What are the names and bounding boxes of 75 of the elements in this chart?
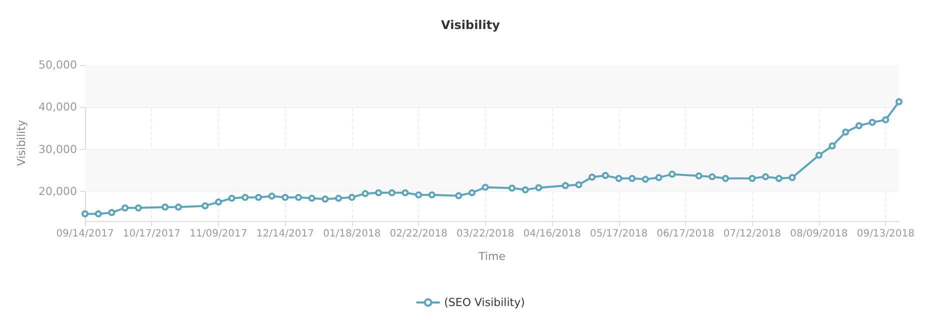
point <box>282 194 289 201</box>
x-tick-label: 05/17/2018 <box>590 228 648 240</box>
y-axis-title: Visibility <box>15 119 28 166</box>
point <box>882 116 890 124</box>
x-tick-label: 09/14/2017 <box>56 228 114 240</box>
point <box>308 194 316 202</box>
point <box>668 170 676 178</box>
x-tick-label: 08/09/2018 <box>790 228 848 240</box>
x-axis-title: Time <box>478 250 506 263</box>
point <box>522 186 529 194</box>
y-tick-label: 20,000 <box>38 184 77 198</box>
y-tick-label: 30,000 <box>38 142 77 156</box>
point <box>602 172 609 179</box>
point <box>655 174 662 182</box>
point <box>482 184 489 191</box>
point <box>242 194 249 201</box>
point <box>615 174 622 182</box>
point <box>122 204 129 212</box>
point <box>322 196 329 203</box>
point <box>842 128 850 136</box>
x-tick-label: 04/16/2018 <box>523 228 581 240</box>
point <box>708 173 716 180</box>
point <box>455 192 462 200</box>
point <box>402 189 409 196</box>
point <box>775 174 782 182</box>
point <box>588 174 596 181</box>
point <box>828 142 836 150</box>
point <box>162 204 169 211</box>
point <box>348 194 356 201</box>
point <box>214 198 222 206</box>
point <box>94 210 102 218</box>
x-tick-label: 11/09/2017 <box>190 228 248 240</box>
point <box>428 191 436 198</box>
y-tick-label: 50,000 <box>38 58 77 72</box>
point <box>762 173 770 180</box>
x-tick-label: 06/17/2018 <box>656 228 714 240</box>
x-tick-label: 03/22/2018 <box>456 228 514 240</box>
point <box>468 189 476 196</box>
point <box>375 189 382 196</box>
point <box>268 192 276 200</box>
point <box>722 174 730 182</box>
point <box>134 204 142 212</box>
point <box>642 176 649 183</box>
point <box>508 184 516 192</box>
x-tick-label: 01/18/2018 <box>323 228 381 240</box>
point <box>628 174 636 182</box>
legend-label: (SEO Visibility) <box>444 296 525 309</box>
point <box>362 190 369 198</box>
point <box>815 152 822 159</box>
point <box>108 209 116 216</box>
point <box>575 181 582 188</box>
point <box>415 191 422 198</box>
point <box>748 174 756 182</box>
point <box>695 172 702 180</box>
point <box>896 98 902 106</box>
point <box>535 184 542 192</box>
x-tick-label: 12/14/2017 <box>256 228 314 240</box>
x-tick-label: 10/17/2017 <box>122 228 181 240</box>
point <box>228 194 236 202</box>
point <box>868 118 876 126</box>
point <box>82 210 88 218</box>
point <box>295 194 302 201</box>
point <box>174 204 182 211</box>
point <box>335 194 342 202</box>
point <box>855 122 862 130</box>
chart-title: Visibility <box>441 18 500 32</box>
x-tick-label: 07/12/2018 <box>723 228 782 240</box>
y-tick-label: 40,000 <box>38 100 77 114</box>
point <box>388 189 396 196</box>
point <box>254 194 262 201</box>
point <box>202 202 209 210</box>
point <box>788 174 796 182</box>
x-tick-label: 09/13/2018 <box>856 228 914 240</box>
point <box>562 182 569 190</box>
x-tick-label: 02/22/2018 <box>390 228 448 240</box>
